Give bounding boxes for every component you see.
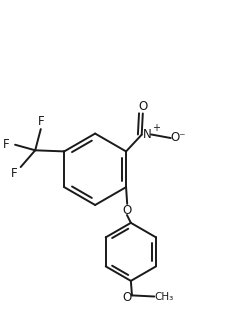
Text: F: F [3,138,10,151]
Text: N: N [142,128,151,141]
Text: O⁻: O⁻ [170,131,185,144]
Text: O: O [122,291,131,304]
Text: F: F [11,167,18,180]
Text: O: O [138,100,147,113]
Text: F: F [38,116,44,128]
Text: CH₃: CH₃ [153,291,173,301]
Text: +: + [151,123,159,133]
Text: O: O [122,203,131,217]
